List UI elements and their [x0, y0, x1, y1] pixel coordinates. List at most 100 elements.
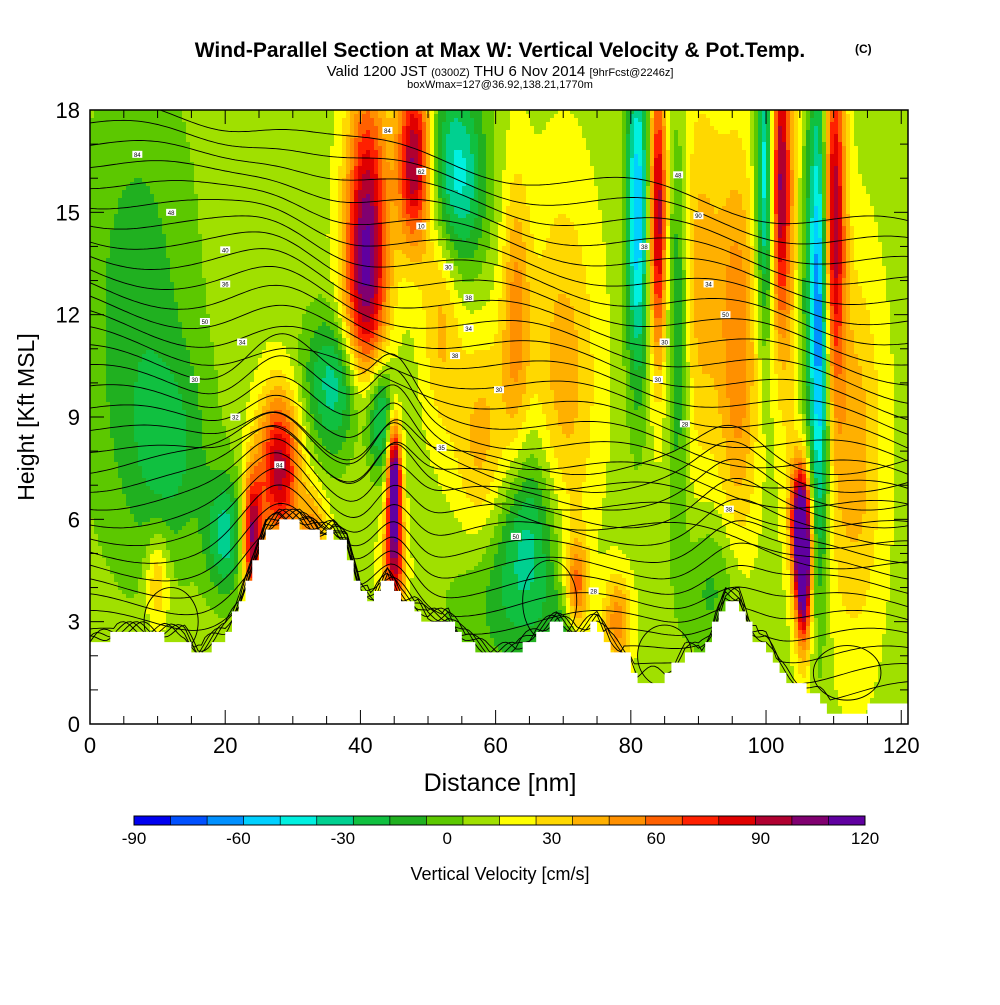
- velocity-cell: [306, 126, 311, 131]
- velocity-cell: [254, 126, 259, 131]
- velocity-cell: [542, 186, 547, 191]
- velocity-cell: [758, 170, 763, 175]
- velocity-cell: [878, 130, 883, 135]
- velocity-cell: [490, 170, 495, 175]
- velocity-cell: [394, 134, 399, 139]
- velocity-cell: [194, 118, 199, 123]
- velocity-cell: [718, 114, 723, 119]
- velocity-cell: [786, 170, 791, 175]
- velocity-cell: [814, 122, 819, 127]
- velocity-cell: [826, 154, 831, 159]
- velocity-cell: [414, 186, 419, 191]
- velocity-cell: [566, 138, 571, 143]
- velocity-cell: [554, 142, 559, 147]
- velocity-cell: [330, 186, 335, 191]
- velocity-cell: [690, 166, 695, 171]
- velocity-cell: [846, 142, 851, 147]
- velocity-cell: [382, 170, 387, 175]
- velocity-cell: [214, 114, 219, 119]
- velocity-cell: [514, 154, 519, 159]
- velocity-cell: [550, 158, 555, 163]
- velocity-cell: [642, 174, 647, 179]
- velocity-cell: [862, 130, 867, 135]
- velocity-cell: [826, 114, 831, 119]
- velocity-cell: [338, 186, 343, 191]
- velocity-cell: [522, 162, 527, 167]
- velocity-cell: [510, 122, 515, 127]
- velocity-cell: [546, 170, 551, 175]
- velocity-cell: [730, 126, 735, 131]
- velocity-cell: [158, 146, 163, 151]
- velocity-cell: [842, 182, 847, 187]
- velocity-cell: [334, 194, 339, 199]
- velocity-cell: [250, 150, 255, 155]
- velocity-cell: [334, 166, 339, 171]
- velocity-cell: [398, 114, 403, 119]
- velocity-cell: [718, 166, 723, 171]
- velocity-cell: [898, 154, 903, 159]
- velocity-cell: [638, 190, 643, 195]
- velocity-cell: [154, 182, 159, 187]
- velocity-cell: [678, 182, 683, 187]
- velocity-cell: [110, 158, 115, 163]
- velocity-cell: [654, 174, 659, 179]
- velocity-cell: [150, 126, 155, 131]
- velocity-cell: [274, 138, 279, 143]
- velocity-cell: [258, 122, 263, 127]
- velocity-cell: [610, 194, 615, 199]
- velocity-cell: [398, 118, 403, 123]
- velocity-cell: [278, 130, 283, 135]
- velocity-cell: [454, 154, 459, 159]
- velocity-cell: [274, 150, 279, 155]
- velocity-cell: [398, 190, 403, 195]
- velocity-cell: [766, 162, 771, 167]
- velocity-cell: [774, 190, 779, 195]
- velocity-cell: [230, 122, 235, 127]
- velocity-cell: [850, 190, 855, 195]
- velocity-cell: [190, 178, 195, 183]
- velocity-cell: [750, 146, 755, 151]
- velocity-cell: [190, 158, 195, 163]
- velocity-cell: [602, 122, 607, 127]
- velocity-cell: [510, 134, 515, 139]
- velocity-cell: [294, 138, 299, 143]
- velocity-cell: [430, 126, 435, 131]
- velocity-cell: [694, 186, 699, 191]
- velocity-cell: [766, 158, 771, 163]
- velocity-cell: [674, 146, 679, 151]
- velocity-cell: [302, 178, 307, 183]
- velocity-cell: [490, 142, 495, 147]
- velocity-cell: [546, 178, 551, 183]
- velocity-cell: [294, 162, 299, 167]
- velocity-cell: [190, 126, 195, 131]
- velocity-cell: [678, 146, 683, 151]
- velocity-cell: [586, 130, 591, 135]
- velocity-cell: [106, 182, 111, 187]
- velocity-cell: [174, 182, 179, 187]
- velocity-cell: [410, 186, 415, 191]
- velocity-cell: [314, 118, 319, 123]
- velocity-cell: [706, 150, 711, 155]
- velocity-cell: [558, 146, 563, 151]
- velocity-cell: [526, 166, 531, 171]
- velocity-cell: [318, 142, 323, 147]
- velocity-cell: [330, 122, 335, 127]
- velocity-cell: [742, 174, 747, 179]
- velocity-cell: [818, 182, 823, 187]
- velocity-cell: [842, 178, 847, 183]
- velocity-cell: [378, 130, 383, 135]
- velocity-cell: [254, 118, 259, 123]
- velocity-cell: [566, 158, 571, 163]
- velocity-cell: [598, 146, 603, 151]
- velocity-cell: [446, 166, 451, 171]
- velocity-cell: [570, 138, 575, 143]
- velocity-cell: [746, 166, 751, 171]
- velocity-cell: [298, 174, 303, 179]
- velocity-cell: [686, 126, 691, 131]
- velocity-field: [90, 110, 911, 727]
- velocity-cell: [194, 174, 199, 179]
- velocity-cell: [370, 186, 375, 191]
- velocity-cell: [714, 134, 719, 139]
- velocity-cell: [662, 178, 667, 183]
- velocity-cell: [834, 166, 839, 171]
